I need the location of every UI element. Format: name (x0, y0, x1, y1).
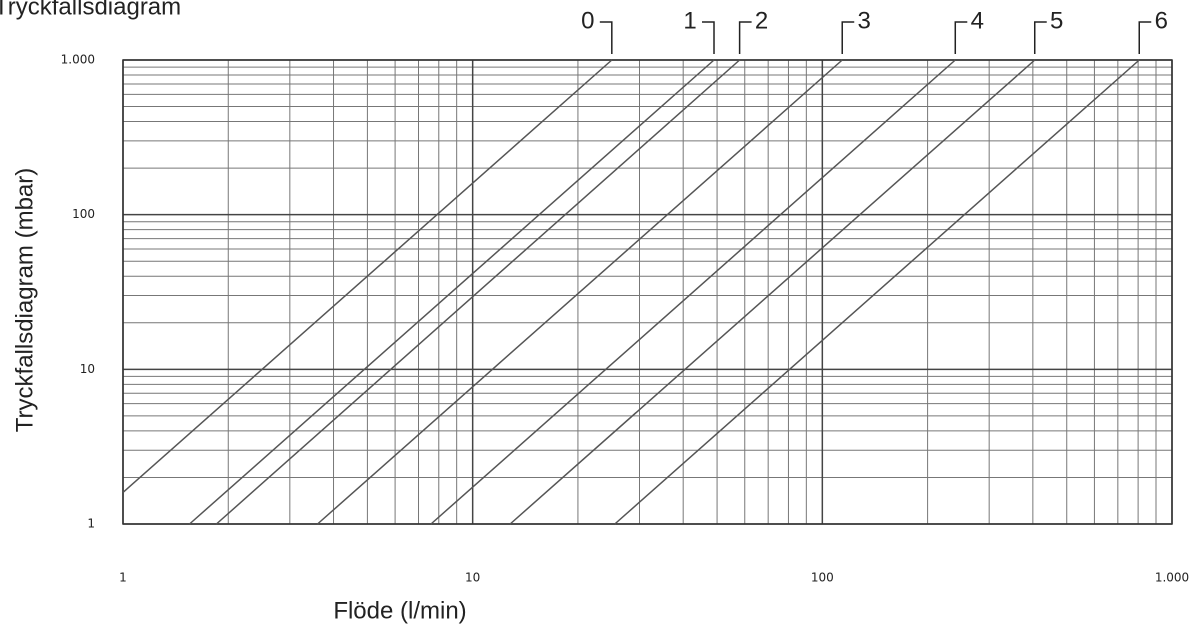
label-hook (1033, 21, 1047, 54)
line-label: 0 (581, 7, 594, 34)
y-tick-label: 1.000 (61, 53, 95, 67)
label-hook (954, 21, 968, 54)
line-label: 2 (755, 7, 768, 34)
chart-title: Tryckfallsdiagram (0, 0, 181, 20)
label-hook (841, 21, 855, 54)
data-line (317, 59, 843, 525)
plot-frame (122, 59, 1173, 525)
line-label: 6 (1155, 7, 1168, 34)
line-label: 1 (683, 7, 696, 34)
x-tick-label: 1.000 (1155, 571, 1189, 585)
data-line (509, 59, 1036, 525)
label-hook (1138, 21, 1152, 54)
x-axis-label: Flöde (l/min) (333, 597, 466, 624)
data-line (430, 59, 956, 525)
x-tick-label: 1 (119, 571, 127, 585)
data-line (614, 59, 1140, 525)
data-line (189, 59, 715, 525)
y-tick-label: 10 (80, 362, 95, 376)
label-hook (738, 21, 752, 54)
data-line (215, 59, 741, 525)
y-tick-label: 1 (87, 517, 95, 531)
label-hook (702, 21, 715, 54)
label-hook (599, 21, 613, 54)
line-label: 3 (858, 7, 871, 34)
x-tick-label: 10 (465, 571, 480, 585)
y-axis-label: Tryckfallsdiagram (mbar) (11, 168, 38, 432)
data-line (122, 59, 613, 493)
line-label: 5 (1050, 7, 1063, 34)
line-label: 4 (971, 7, 984, 34)
x-tick-label: 100 (811, 571, 834, 585)
y-tick-label: 100 (72, 207, 95, 221)
